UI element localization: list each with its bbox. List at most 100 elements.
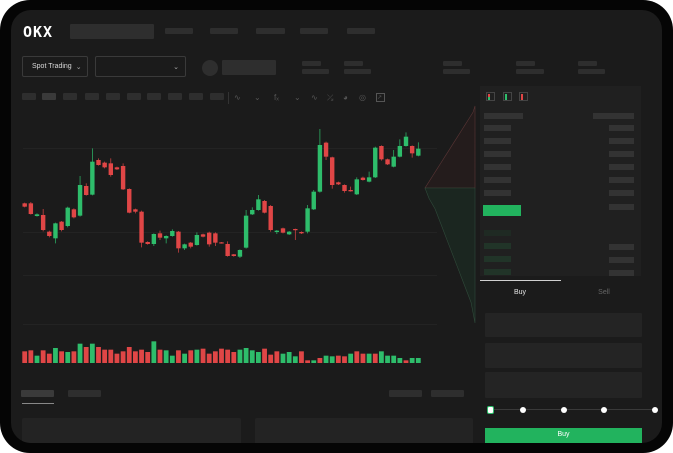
volume-bar [83,347,89,363]
ask-amount [609,151,634,157]
candlestick-chart[interactable] [11,10,662,443]
volume-bar [256,352,261,363]
timeframe-button[interactable] [63,93,77,100]
amount-slider[interactable] [487,405,658,414]
candle-body [65,207,70,226]
candle-body [170,231,175,236]
timeframe-button[interactable] [210,93,224,100]
orders-card [22,418,241,443]
fullscreen-icon[interactable]: ↗ [376,93,385,102]
book-header-price [484,113,523,119]
timeframe-button[interactable] [168,93,182,100]
book-bids-icon[interactable] [503,92,512,101]
total-input[interactable] [485,372,642,398]
volume-bar [299,351,304,363]
volume-bar [311,360,317,363]
timeframe-button[interactable] [189,93,203,100]
line-chart-icon[interactable]: ∿ [311,93,318,102]
tab-open-orders[interactable] [21,390,54,397]
spot-trading-dropdown[interactable]: Spot Trading ⌄ [22,56,88,77]
filter-button[interactable] [431,390,464,397]
volume-bar [139,349,144,363]
volume-bar [77,343,83,363]
settings-icon[interactable]: ◎ [359,93,366,102]
candle-body [145,242,150,244]
volume-bar [323,355,329,363]
volume-bar [212,351,218,363]
volume-bar [249,350,255,363]
timeframe-button[interactable] [127,93,141,100]
volume-bar [157,349,163,363]
candle-body [71,209,77,218]
tab-buy[interactable]: Buy [513,289,527,296]
screenshot-icon[interactable]: ◕ [343,93,348,102]
volume-bar [59,351,64,363]
volume-bar [397,358,403,363]
candle-type-icon[interactable]: ∿ [234,93,241,102]
slider-step-50[interactable] [561,406,567,413]
candle-body [330,157,335,185]
timeframe-button[interactable] [42,93,56,100]
timeframe-button[interactable] [106,93,120,100]
timeframe-button[interactable] [147,93,161,100]
volume-bar [53,348,58,363]
ask-amount [609,204,634,210]
volume-bar [188,350,194,363]
buy-button[interactable]: Buy [485,428,642,443]
ask-price [484,151,511,157]
volume-bar [225,349,231,363]
gridline [23,148,437,149]
indicator-icon[interactable]: fₓ [274,93,279,102]
chevron-down-icon[interactable]: ⌄ [254,93,261,102]
pair-selector-dropdown[interactable]: ⌄ [95,56,186,77]
volume-bar [354,351,360,363]
book-asks-icon[interactable] [519,92,528,101]
volume-bar [274,351,280,363]
volume-bar [22,351,28,363]
chevron-down-icon[interactable]: ⌄ [294,93,301,102]
price-input[interactable] [485,313,642,337]
volume-bar [243,348,249,363]
slider-step-100[interactable] [652,406,658,413]
candle-body [305,208,310,232]
volume-bar [219,348,224,363]
timeframe-button[interactable] [85,93,99,100]
last-price [483,205,521,216]
candle-body [342,185,347,191]
candle-body [416,148,421,156]
volume-bar [151,341,157,363]
ask-price [484,177,511,183]
volume-bar [34,355,40,363]
candle-body [151,234,157,244]
volume-bar [292,356,298,363]
slider-handle[interactable] [487,405,494,414]
ask-amount [609,177,634,183]
nav-item-2[interactable] [210,28,238,34]
nav-item-1[interactable] [165,28,193,34]
slider-step-25[interactable] [520,406,526,413]
tab-sell[interactable]: Sell [598,289,610,296]
volume-bar [391,355,397,363]
draw-tool-icon[interactable]: ⤰ [327,93,334,102]
timeframe-button[interactable] [22,93,36,100]
tab-order-history[interactable] [68,390,101,397]
volume-bar [305,360,310,363]
nav-item-5[interactable] [347,28,375,34]
filter-button[interactable] [389,390,422,397]
search-bar[interactable] [70,24,154,39]
candle-body [268,206,273,230]
amount-input[interactable] [485,343,642,368]
candle-body [84,186,89,195]
volume-bar [65,352,71,363]
active-tab-indicator [480,280,561,281]
candle-body [200,234,206,237]
stat-value [302,69,329,74]
okx-logo[interactable]: OKX [23,23,54,41]
nav-item-4[interactable] [300,28,328,34]
nav-item-3[interactable] [256,28,285,34]
slider-step-75[interactable] [601,406,607,413]
spot-trading-label: Spot Trading [32,63,72,70]
book-both-icon[interactable] [486,92,495,101]
candle-body [120,166,126,190]
ask-price [484,190,511,196]
